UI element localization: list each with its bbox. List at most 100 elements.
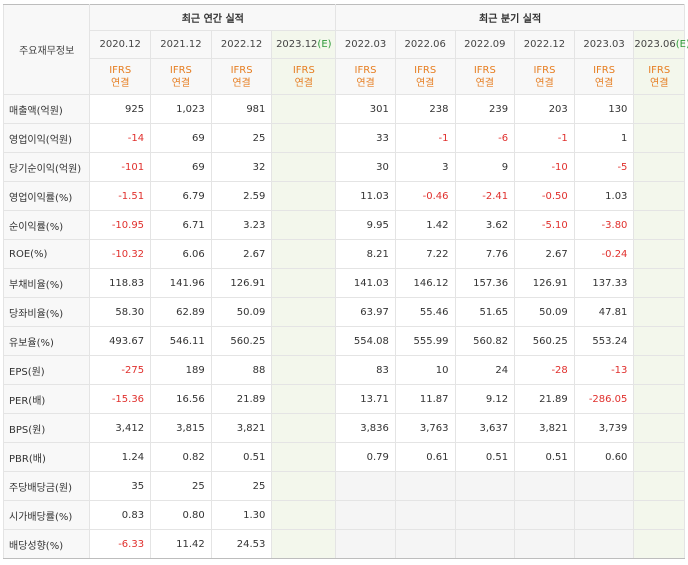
table-cell xyxy=(633,239,685,269)
table-cell: 62.89 xyxy=(150,297,212,327)
table-cell: 69 xyxy=(150,123,212,153)
accounting-standard-label: IFRS 연결 xyxy=(210,58,273,95)
row-label: 시가배당률(%) xyxy=(2,500,91,530)
table-cell: -275 xyxy=(89,355,152,385)
row-label: PER(배) xyxy=(2,384,91,414)
table-cell: 3,821 xyxy=(210,413,273,443)
table-cell xyxy=(271,500,337,530)
table-cell: 9 xyxy=(454,152,516,182)
ifrs-text: IFRS xyxy=(230,64,253,76)
table-cell: 555.99 xyxy=(394,326,456,356)
table-cell: 1.30 xyxy=(210,500,273,530)
table-cell: 50.09 xyxy=(514,297,575,327)
row-label: EPS(원) xyxy=(2,355,91,385)
table-row: 영업이익률(%) -1.51 6.79 2.59 11.03 -0.46 -2.41 -0.5… xyxy=(2,181,685,211)
table-cell xyxy=(394,471,456,501)
table-cell: 3,763 xyxy=(394,413,456,443)
table-row: 매출액(억원) 925 1,023 981 301 238 239 203 130 xyxy=(2,94,685,124)
consolidated-text: 연결 xyxy=(475,77,495,89)
table-cell: 47.81 xyxy=(573,297,635,327)
quarter-group-header: 최근 분기 실적 xyxy=(335,4,685,31)
table-cell xyxy=(633,297,685,327)
table-cell: 25 xyxy=(210,471,273,501)
table-cell: 33 xyxy=(335,123,396,153)
table-cell: 3.62 xyxy=(454,210,516,240)
table-cell: 2.59 xyxy=(210,181,273,211)
table-cell: 546.11 xyxy=(150,326,212,356)
financial-summary-table: 주요재무정보 최근 연간 실적 최근 분기 실적 2020.12 2021.12 2… xyxy=(2,4,688,559)
table-cell: 0.51 xyxy=(454,442,516,472)
table-cell: 83 xyxy=(335,355,396,385)
ifrs-text: IFRS xyxy=(169,64,192,76)
table-cell xyxy=(514,529,575,559)
table-cell xyxy=(335,500,396,530)
ifrs-text: IFRS xyxy=(109,64,132,76)
table-cell xyxy=(335,471,396,501)
table-cell: 137.33 xyxy=(573,268,635,298)
table-cell: 16.56 xyxy=(150,384,212,414)
table-cell xyxy=(573,471,635,501)
table-row: PBR(배) 1.24 0.82 0.51 0.79 0.61 0.51 0.51 0.60 xyxy=(2,442,685,472)
table-cell: 11.03 xyxy=(335,181,396,211)
table-cell xyxy=(271,355,337,385)
table-cell xyxy=(394,500,456,530)
table-row: 시가배당률(%) 0.83 0.80 1.30 xyxy=(2,500,685,530)
table-cell: 1.24 xyxy=(89,442,152,472)
table-cell xyxy=(454,471,516,501)
table-cell xyxy=(271,413,337,443)
table-cell: 0.82 xyxy=(150,442,212,472)
accounting-standard-label: IFRS 연결 xyxy=(150,58,212,95)
table-cell: 11.87 xyxy=(394,384,456,414)
table-cell: 118.83 xyxy=(89,268,152,298)
table-cell: 493.67 xyxy=(89,326,152,356)
row-label: 순이익률(%) xyxy=(2,210,91,240)
table-row: ROE(%) -10.32 6.06 2.67 8.21 7.22 7.76 2.67 -0.2… xyxy=(2,239,685,269)
table-cell: 157.36 xyxy=(454,268,516,298)
table-cell: 0.51 xyxy=(514,442,575,472)
table-cell xyxy=(633,384,685,414)
row-label: 당좌비율(%) xyxy=(2,297,91,327)
accounting-standard-label: IFRS 연결 xyxy=(271,58,337,95)
table-cell xyxy=(271,123,337,153)
annual-period-header: 2022.12 xyxy=(210,30,273,59)
period-label: 2023.03 xyxy=(583,39,625,50)
ifrs-text: IFRS xyxy=(473,64,496,76)
table-cell xyxy=(271,384,337,414)
table-row: PER(배) -15.36 16.56 21.89 13.71 11.87 9.12 21.8… xyxy=(2,384,685,414)
accounting-standard-label: IFRS 연결 xyxy=(335,58,396,95)
table-cell: 21.89 xyxy=(210,384,273,414)
quarter-period-header: 2022.06 xyxy=(394,30,456,59)
ifrs-text: IFRS xyxy=(414,64,437,76)
estimate-marker: (E) xyxy=(675,39,688,50)
period-label: 2022.12 xyxy=(523,39,566,50)
table-cell: 9.12 xyxy=(454,384,516,414)
table-cell xyxy=(271,297,337,327)
table-row: EPS(원) -275 189 88 83 10 24 -28 -13 xyxy=(2,355,685,385)
row-label: 부채비율(%) xyxy=(2,268,91,298)
ifrs-text: IFRS xyxy=(354,64,377,76)
table-cell: 21.89 xyxy=(514,384,575,414)
table-cell: 3,637 xyxy=(454,413,516,443)
table-cell xyxy=(633,268,685,298)
row-label: ROE(%) xyxy=(2,239,91,269)
table-cell xyxy=(633,326,685,356)
table-cell: -5.10 xyxy=(514,210,575,240)
table-cell xyxy=(633,529,685,559)
table-cell xyxy=(271,529,337,559)
table-cell: 0.83 xyxy=(89,500,152,530)
table-cell: -1 xyxy=(514,123,575,153)
row-label: 매출액(억원) xyxy=(2,94,91,124)
table-cell xyxy=(271,239,337,269)
table-cell xyxy=(335,529,396,559)
estimate-marker: (E) xyxy=(317,39,332,50)
period-label: 2020.12 xyxy=(99,39,141,50)
table-row: 당좌비율(%) 58.30 62.89 50.09 63.97 55.46 51.65 50.… xyxy=(2,297,685,327)
table-cell: 0.60 xyxy=(573,442,635,472)
corner-label: 주요재무정보 xyxy=(2,4,91,95)
table-cell xyxy=(271,152,337,182)
table-cell: 238 xyxy=(394,94,456,124)
annual-period-header: 2021.12 xyxy=(150,30,212,59)
row-label: 주당배당금(원) xyxy=(2,471,91,501)
quarter-period-header: 2023.03 xyxy=(573,30,635,59)
table-cell xyxy=(633,94,685,124)
